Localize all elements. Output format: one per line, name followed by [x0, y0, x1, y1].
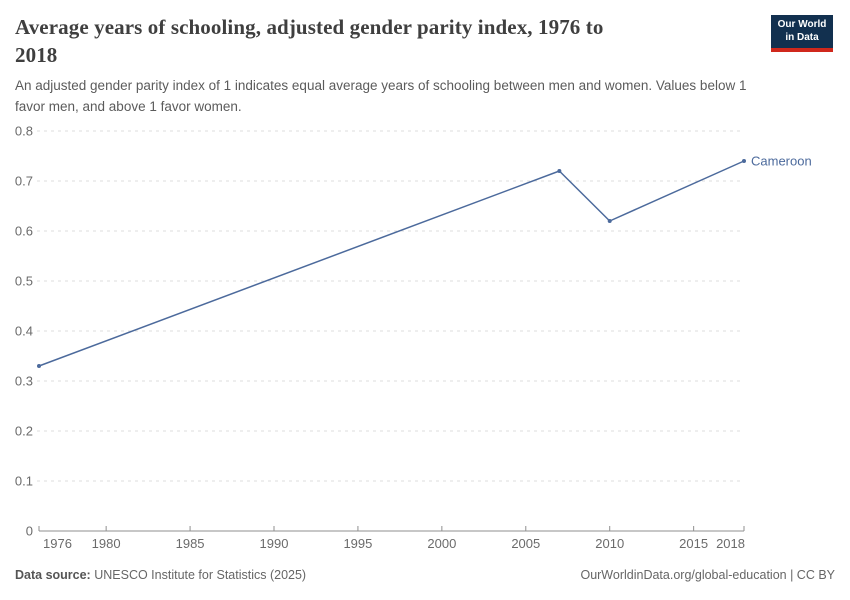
- entity-label[interactable]: Cameroon: [751, 154, 812, 169]
- svg-text:2018: 2018: [716, 536, 745, 551]
- data-point-marker: [37, 364, 41, 368]
- series-line: [38, 160, 745, 367]
- owid-logo-line2: in Data: [785, 31, 819, 43]
- owid-logo-line1: Our World: [777, 19, 827, 30]
- data-source-value: UNESCO Institute for Statistics (2025): [94, 568, 307, 582]
- x-axis-labels: 1976 1980 1985 1990 1995 2000 2005 2010 2015 2018: [43, 536, 745, 551]
- svg-text:0.7: 0.7: [15, 174, 33, 189]
- svg-text:2005: 2005: [511, 536, 540, 551]
- svg-text:1976: 1976: [43, 536, 72, 551]
- svg-text:2000: 2000: [427, 536, 456, 551]
- svg-text:1985: 1985: [176, 536, 205, 551]
- chart-footer: Data source: UNESCO Institute for Statis…: [15, 568, 835, 582]
- svg-text:0.1: 0.1: [15, 474, 33, 489]
- svg-text:1980: 1980: [92, 536, 121, 551]
- svg-text:0.2: 0.2: [15, 424, 33, 439]
- owid-logo-box: Our World in Data: [771, 15, 833, 48]
- svg-text:2015: 2015: [679, 536, 708, 551]
- data-point-marker: [607, 219, 612, 223]
- svg-text:0.5: 0.5: [15, 274, 33, 289]
- y-gridlines: [37, 130, 744, 482]
- svg-text:0.6: 0.6: [15, 224, 33, 239]
- chart-subtitle: An adjusted gender parity index of 1 ind…: [15, 78, 747, 114]
- svg-text:0.3: 0.3: [15, 374, 33, 389]
- svg-text:1990: 1990: [260, 536, 289, 551]
- page-title-line2: 2018: [15, 43, 58, 67]
- owid-logo[interactable]: Our World in Data: [771, 15, 833, 52]
- svg-text:0.8: 0.8: [15, 124, 33, 139]
- data-source: Data source: UNESCO Institute for Statis…: [15, 568, 306, 582]
- attribution-link[interactable]: OurWorldinData.org/global-education | CC…: [580, 568, 835, 582]
- page-title: Average years of schooling, adjusted gen…: [15, 13, 603, 69]
- data-source-label: Data source:: [15, 568, 91, 582]
- svg-text:0.4: 0.4: [15, 324, 33, 339]
- svg-text:1995: 1995: [343, 536, 372, 551]
- svg-text:2010: 2010: [595, 536, 624, 551]
- owid-logo-red-stripe: [771, 48, 833, 52]
- y-axis-labels: 0 0.1 0.2 0.3 0.4 0.5 0.6 0.7 0.8: [15, 124, 33, 539]
- x-axis: [38, 526, 745, 532]
- data-point-marker: [557, 169, 562, 173]
- series-cameroon[interactable]: Cameroon: [37, 154, 812, 369]
- svg-text:0: 0: [26, 524, 33, 539]
- page-title-line1: Average years of schooling, adjusted gen…: [15, 15, 604, 39]
- data-point-marker: [742, 159, 746, 163]
